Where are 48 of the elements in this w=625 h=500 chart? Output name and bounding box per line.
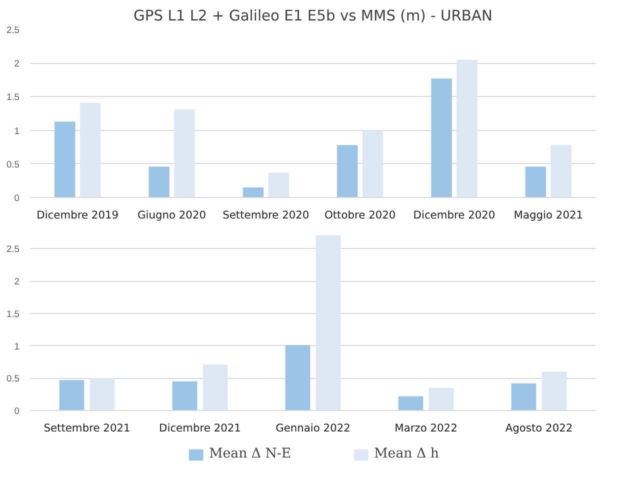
bar [428,388,454,410]
bar [90,378,115,410]
bar [511,383,536,410]
x-tick-label: Gennaio 2022 [276,422,350,434]
x-tick-label: Dicembre 2020 [413,208,496,222]
bar [525,166,546,198]
y-tick-label: 1 [14,341,20,352]
y-tick-label: 1 [14,126,20,136]
x-tick-label: Settembre 2020 [222,208,310,222]
y-tick-label: 1.5 [6,92,20,102]
x-tick-label: Giugno 2020 [137,208,206,222]
y-tick-label: 0.5 [6,374,20,384]
bar [268,172,289,198]
x-tick-label: Marzo 2022 [394,422,458,434]
bar [316,235,341,410]
y-tick-label: 0 [14,193,20,203]
bar [550,145,572,198]
bar [148,166,170,198]
y-tick-label: 2.5 [6,244,20,254]
bar [174,109,195,198]
chart-title: GPS L1 L2 + Galileo E1 E5b vs MMS (m) - URBAN [134,8,492,24]
x-tick-label: Agosto 2022 [505,422,573,434]
legend-label: Mean Δ N-E [209,446,292,462]
x-tick-label: Ottobre 2020 [324,208,396,222]
bar [337,145,358,198]
bar [285,345,310,410]
bar [542,372,567,410]
x-tick-label: Dicembre 2019 [36,208,119,222]
y-tick-label: 1.5 [6,308,20,319]
y-tick-label: 0.5 [6,159,20,170]
y-tick-label: 2 [14,276,20,287]
bar [456,60,478,198]
x-tick-label: Dicembre 2021 [159,422,241,434]
y-tick-label: 0 [14,406,20,416]
bar [431,78,452,198]
bar [398,396,424,410]
bar [362,130,384,198]
bar [59,380,84,410]
y-tick-label: 2.5 [6,25,20,35]
x-tick-label: Settembre 2021 [44,422,130,434]
legend-label: Mean Δ h [374,446,439,462]
bar [242,187,264,198]
bar [202,364,228,410]
bar [172,381,198,410]
y-tick-label: 2 [14,58,20,69]
bar [80,102,101,198]
bar [54,122,76,198]
x-tick-label: Maggio 2021 [514,208,584,222]
